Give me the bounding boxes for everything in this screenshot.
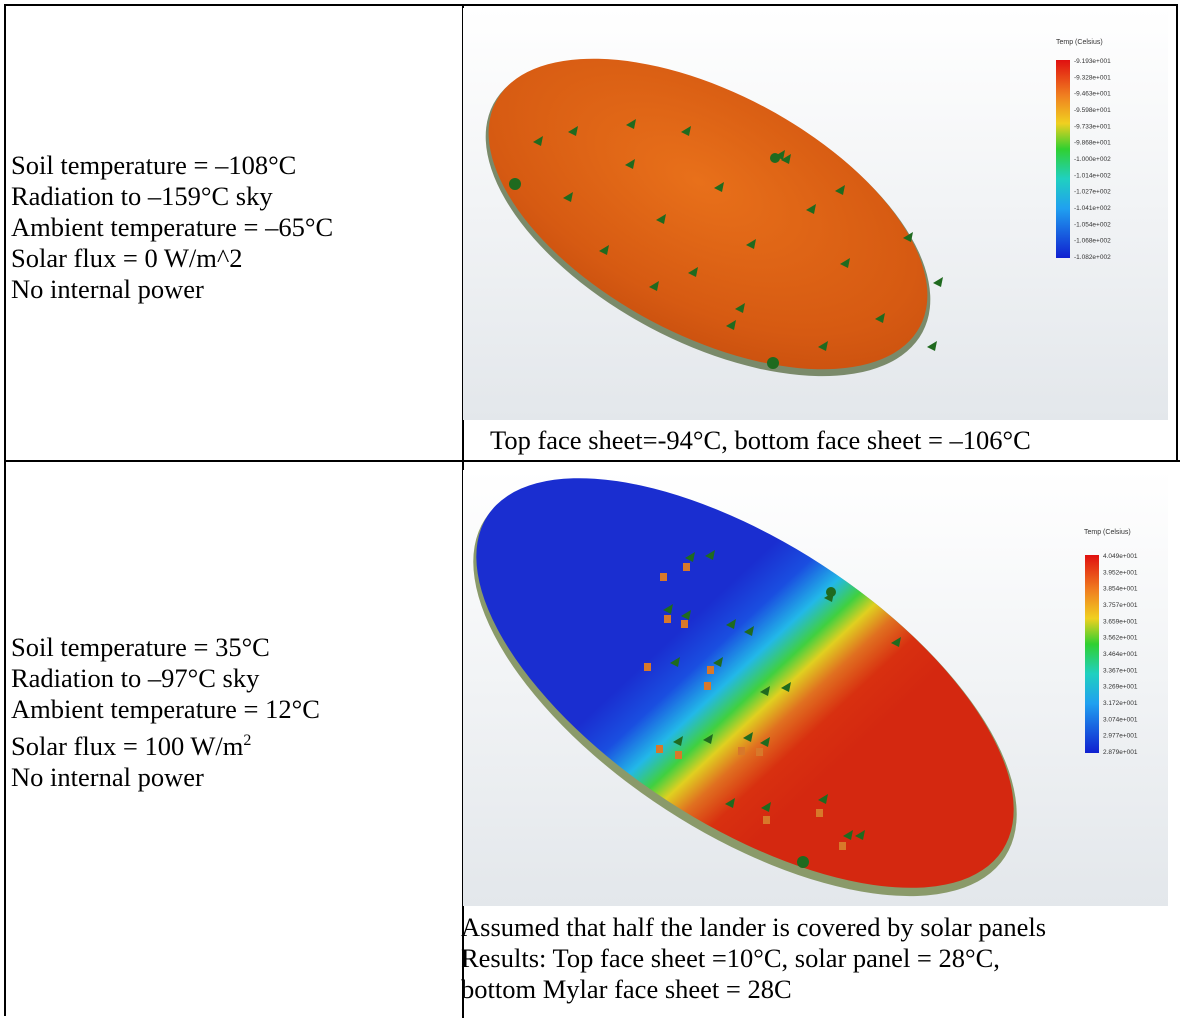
row1-legend-tick: -1.068e+002 [1074, 238, 1111, 245]
row1-thermal-plot: Temp (Celsius) -9.193e+001 -9.328e+001 -9.… [463, 8, 1168, 420]
row2-caption: Assumed that half the lander is covered … [461, 912, 1046, 1005]
row1-legend-tick: -1.082e+002 [1074, 254, 1111, 261]
right-border [1176, 6, 1178, 462]
row1-condition-solar: Solar flux = 0 W/m^2 [11, 243, 243, 273]
row1-legend-tick: -9.598e+001 [1074, 107, 1111, 114]
row2-legend-tick: 3.172e+001 [1103, 700, 1138, 707]
row1-legend-tick: -1.027e+002 [1074, 189, 1111, 196]
row2-orange-markers [644, 563, 846, 850]
row2-legend-tick: 3.854e+001 [1103, 586, 1138, 593]
row1-legend-tick: -1.000e+002 [1074, 156, 1111, 163]
row1-conditions: Soil temperature = –108°C Radiation to –… [11, 150, 333, 305]
row2-condition-radiation: Radiation to –97°C sky [11, 663, 260, 693]
row2-legend-tick: 2.879e+001 [1103, 749, 1138, 756]
row1-legend-tick: -9.868e+001 [1074, 140, 1111, 147]
row2-lander-plate [473, 478, 1017, 897]
row2-condition-solar-superscript: 2 [243, 732, 252, 749]
row1-condition-radiation: Radiation to –159°C sky [11, 181, 273, 211]
row2-thermal-plot: Temp (Celsius) 4.049e+001 3.952e+001 3.854… [463, 470, 1168, 906]
row2-legend-tick: 3.269e+001 [1103, 684, 1138, 691]
row2-legend-title: Temp (Celsius) [1084, 529, 1131, 536]
row1-caption-line: Top face sheet=-94°C, bottom face sheet … [490, 425, 1031, 455]
row1-legend-tick: -9.733e+001 [1074, 123, 1111, 130]
row1-caption: Top face sheet=-94°C, bottom face sheet … [490, 425, 1031, 456]
row1-legend-tick: -9.193e+001 [1074, 58, 1111, 65]
row2-legend-tick: 2.977e+001 [1103, 733, 1138, 740]
row2-color-legend: Temp (Celsius) 4.049e+001 3.952e+001 3.854… [1084, 529, 1138, 756]
row2-condition-solar-text: Solar flux = 100 W/m [11, 730, 244, 761]
row1-legend-tick: -1.041e+002 [1074, 205, 1111, 212]
row1-legend-title: Temp (Celsius) [1056, 39, 1103, 46]
row1-condition-soil: Soil temperature = –108°C [11, 150, 297, 180]
row2-condition-soil: Soil temperature = 35°C [11, 632, 270, 662]
row1-legend-tick: -1.014e+002 [1074, 172, 1111, 179]
row2-boundary-arrows [663, 550, 901, 868]
row2-caption-line-2: Results: Top face sheet =10°C, solar pan… [461, 943, 1000, 973]
row2-legend-tick: 3.757e+001 [1103, 602, 1138, 609]
row1-boundary-arrows [509, 119, 943, 369]
row1-legend-tick: -9.328e+001 [1074, 74, 1111, 81]
row2-legend-tick: 3.562e+001 [1103, 635, 1138, 642]
row2-legend-tick: 4.049e+001 [1103, 553, 1138, 560]
row1-condition-power: No internal power [11, 274, 204, 304]
row1-legend-tick: -9.463e+001 [1074, 91, 1111, 98]
row2-caption-line-3: bottom Mylar face sheet = 28C [461, 974, 792, 1004]
row2-condition-power: No internal power [11, 761, 204, 792]
row1-legend-tick: -1.054e+002 [1074, 221, 1111, 228]
row1-condition-ambient: Ambient temperature = –65°C [11, 212, 334, 242]
row2-condition-ambient: Ambient temperature = 12°C [11, 694, 320, 724]
row2-conditions: Soil temperature = 35°C Radiation to –97… [11, 632, 320, 793]
row2-legend-tick: 3.074e+001 [1103, 716, 1138, 723]
row1-color-legend: Temp (Celsius) -9.193e+001 -9.328e+001 -9.… [1056, 39, 1111, 261]
row2-condition-solar: Solar flux = 100 W/m2 [11, 725, 320, 762]
row2-legend-tick: 3.659e+001 [1103, 618, 1138, 625]
row1-lander-plate [485, 58, 931, 377]
row2-legend-tick: 3.464e+001 [1103, 651, 1138, 658]
row-divider [6, 460, 1180, 462]
row2-caption-line-1: Assumed that half the lander is covered … [461, 912, 1047, 942]
row2-legend-tick: 3.952e+001 [1103, 569, 1138, 576]
row2-legend-tick: 3.367e+001 [1103, 667, 1138, 674]
